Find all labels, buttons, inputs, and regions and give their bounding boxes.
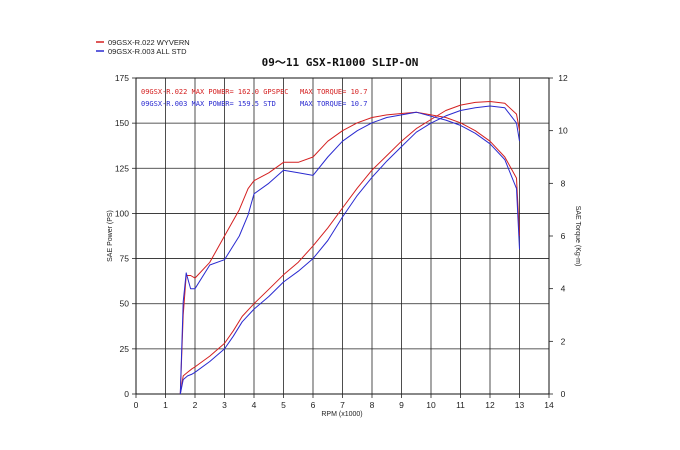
series-line-std-torque <box>179 111 520 395</box>
annotations: 09GSX-R.022 MAX POWER= 162.0 GPSPEC MAX … <box>141 88 367 108</box>
x-tick-label: 10 <box>426 400 436 410</box>
legend: 09GSX-R.022 WYVERN 09GSX-R.003 ALL STD <box>96 38 190 56</box>
chart-title: 09～11 GSX-R1000 SLIP-ON <box>262 56 419 69</box>
y-left-axis-label: SAE Power (PS) <box>107 210 114 262</box>
annotation-power-std: 09GSX-R.003 MAX POWER= 159.5 STD <box>141 100 276 108</box>
x-tick-label: 2 <box>193 400 198 410</box>
x-axis-label: RPM (x1000) <box>321 411 362 418</box>
y-left-tick-label: 0 <box>124 389 129 399</box>
x-tick-label: 1 <box>163 400 168 410</box>
series-lines <box>179 101 520 395</box>
x-tick-label: 5 <box>281 400 286 410</box>
y-left-tick-label: 75 <box>120 254 130 264</box>
y-right-axis-label: SAE Torque (Kg-m) <box>574 206 581 267</box>
x-tick-label: 12 <box>485 400 495 410</box>
y-left-tick-label: 100 <box>115 208 129 218</box>
y-left-tick-label: 25 <box>120 344 130 354</box>
y-right-tick-label: 2 <box>561 336 566 346</box>
legend-label-std: 09GSX-R.003 ALL STD <box>108 47 187 56</box>
series-line-std-power <box>179 105 520 395</box>
y-right-tick-label: 8 <box>561 178 566 188</box>
y-left-tick-label: 50 <box>120 299 130 309</box>
x-tick-label: 0 <box>134 400 139 410</box>
x-tick-label: 6 <box>311 400 316 410</box>
series-line-wyvern-torque <box>179 111 520 395</box>
x-tick-label: 4 <box>252 400 257 410</box>
annotation-torque-wyvern: MAX TORQUE= 10.7 <box>300 88 367 96</box>
x-tick-label: 7 <box>340 400 345 410</box>
x-tick-label: 11 <box>456 400 465 410</box>
y-right-tick-label: 6 <box>561 231 566 241</box>
y-right-tick-label: 0 <box>561 389 566 399</box>
x-tick-label: 13 <box>515 400 525 410</box>
annotation-torque-std: MAX TORQUE= 10.7 <box>300 100 367 108</box>
y-left-tick-label: 175 <box>115 73 129 83</box>
y-right-tick-label: 4 <box>561 284 566 294</box>
y-left-tick-label: 150 <box>115 118 129 128</box>
y-left-axis-ticks: 0 25 50 75 100 125 150 175 <box>115 73 136 399</box>
x-tick-label: 8 <box>370 400 375 410</box>
y-left-tick-label: 125 <box>115 163 129 173</box>
x-axis-ticks: 0 1 2 3 4 5 6 7 8 9 10 11 12 13 14 <box>134 394 554 410</box>
x-tick-label: 14 <box>544 400 554 410</box>
y-right-tick-label: 12 <box>558 73 568 83</box>
x-tick-label: 3 <box>222 400 227 410</box>
y-right-tick-label: 10 <box>558 126 568 136</box>
x-tick-label: 9 <box>399 400 404 410</box>
grid <box>136 78 549 394</box>
legend-label-wyvern: 09GSX-R.022 WYVERN <box>108 38 190 47</box>
y-right-axis-ticks: 0 2 4 6 8 10 12 <box>549 73 568 399</box>
annotation-power-wyvern: 09GSX-R.022 MAX POWER= 162.0 GPSPEC <box>141 88 289 96</box>
series-line-wyvern-power <box>179 101 520 395</box>
